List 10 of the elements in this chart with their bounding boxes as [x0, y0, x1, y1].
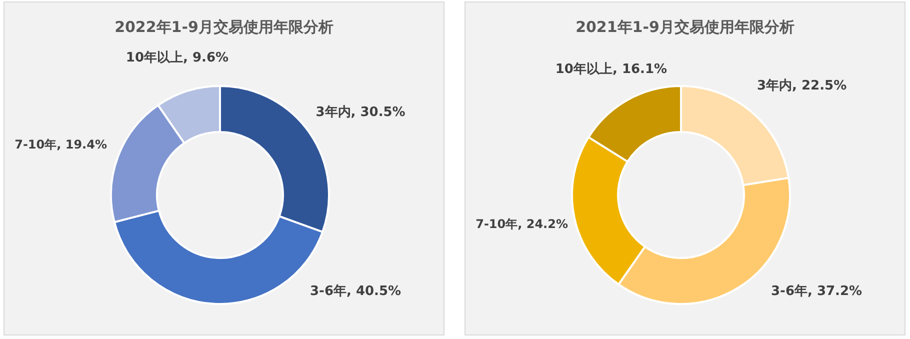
- slice-label: 10年以上, 9.6%: [126, 50, 229, 66]
- chart-title: 2021年1-9月交易使用年限分析: [576, 18, 794, 36]
- slice-label: 7-10年, 24.2%: [476, 216, 568, 231]
- slice-label: 3年内, 30.5%: [316, 105, 406, 120]
- slice-label: 10年以上, 16.1%: [555, 62, 668, 78]
- slice-label: 3年内, 22.5%: [756, 78, 847, 94]
- slice-label: 3-6年, 40.5%: [310, 284, 402, 299]
- slice-label: 3-6年, 37.2%: [771, 284, 862, 299]
- slice-label: 7-10年, 19.4%: [14, 138, 107, 152]
- chart-title: 2022年1-9月交易使用年限分析: [114, 18, 334, 36]
